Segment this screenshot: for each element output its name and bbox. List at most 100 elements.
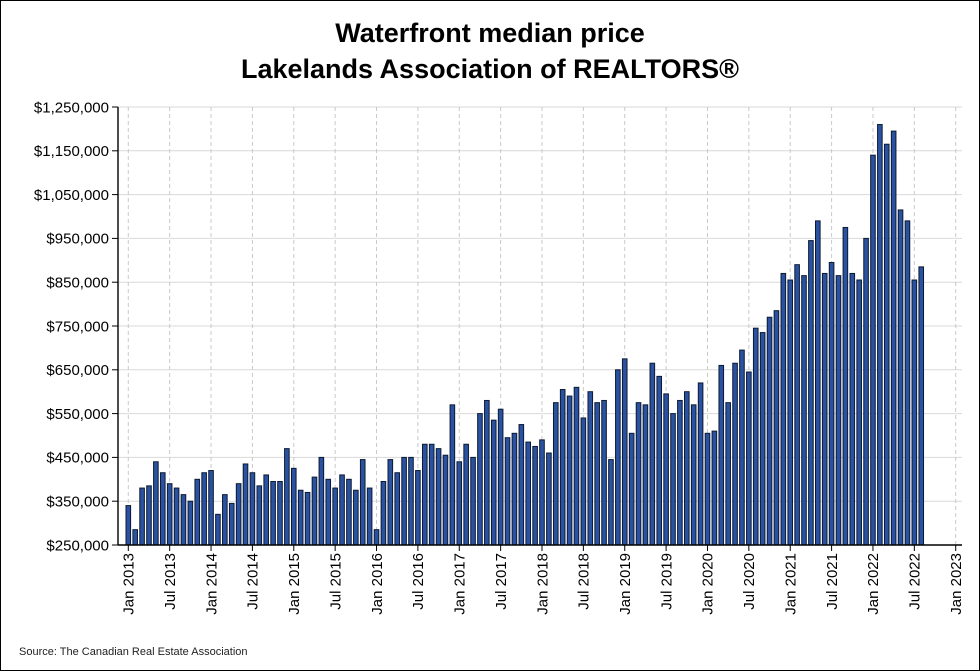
bar-Mar-2022 bbox=[883, 143, 890, 546]
bar-Feb-2020 bbox=[711, 430, 718, 546]
bar-Jun-2014 bbox=[242, 463, 249, 546]
bar-Jan-2015 bbox=[290, 467, 297, 546]
bar-Mar-2017 bbox=[470, 456, 476, 546]
bar-Nov-2019 bbox=[690, 404, 697, 546]
bar-Sep-2014 bbox=[263, 474, 269, 546]
bar-Apr-2019 bbox=[642, 404, 649, 546]
x-tick-label: Jul 2015 bbox=[327, 553, 344, 610]
x-tick-label: Jan 2013 bbox=[121, 553, 138, 615]
bar-Nov-2015 bbox=[359, 459, 366, 546]
bar-Oct-2018 bbox=[601, 399, 607, 546]
bar-Mar-2015 bbox=[304, 491, 311, 546]
bar-Mar-2013 bbox=[139, 487, 145, 546]
x-tick-label: Jan 2022 bbox=[865, 553, 882, 615]
y-tick-label: $1,150,000 bbox=[34, 143, 109, 160]
bar-Dec-2017 bbox=[532, 445, 538, 546]
bar-May-2017 bbox=[484, 399, 490, 546]
bar-Apr-2020 bbox=[725, 402, 731, 546]
bar-Mar-2019 bbox=[635, 402, 642, 546]
y-tick-label: $650,000 bbox=[46, 362, 109, 379]
bar-Dec-2020 bbox=[780, 272, 787, 546]
bar-May-2022 bbox=[897, 209, 904, 546]
bar-Jun-2013 bbox=[159, 472, 166, 546]
x-tick-label: Jul 2014 bbox=[245, 553, 262, 610]
y-tick-label: $250,000 bbox=[46, 537, 109, 554]
bar-Oct-2020 bbox=[766, 316, 773, 546]
x-tick-label: Jan 2021 bbox=[782, 553, 799, 615]
bar-Aug-2017 bbox=[504, 437, 511, 546]
bar-Mar-2014 bbox=[222, 494, 228, 546]
bar-May-2015 bbox=[318, 456, 325, 546]
bar-May-2021 bbox=[815, 220, 821, 546]
bar-Jun-2019 bbox=[656, 375, 663, 546]
x-tick-label: Jan 2017 bbox=[452, 553, 469, 615]
bar-Sep-2016 bbox=[428, 443, 435, 546]
bar-Feb-2017 bbox=[463, 443, 469, 546]
x-axis-ticks: Jan 2013 Jul 2013 Jan 2014 Jul 2014 Jan 2015… bbox=[121, 107, 965, 615]
bars bbox=[125, 124, 925, 546]
bar-Sep-2017 bbox=[511, 432, 518, 546]
bar-Dec-2014 bbox=[284, 448, 290, 546]
y-tick-label: $450,000 bbox=[46, 450, 109, 467]
x-tick-label: Jan 2020 bbox=[700, 553, 717, 615]
bar-Jun-2015 bbox=[325, 478, 332, 546]
bar-Aug-2013 bbox=[173, 487, 180, 546]
bar-Dec-2018 bbox=[615, 369, 621, 546]
bar-Aug-2019 bbox=[670, 413, 676, 546]
bar-Apr-2017 bbox=[477, 413, 483, 546]
bar-Jan-2017 bbox=[456, 461, 463, 546]
bar-Nov-2013 bbox=[194, 478, 201, 546]
chart-title: Waterfront median price Lakelands Associ… bbox=[1, 15, 979, 88]
bar-Dec-2021 bbox=[863, 237, 869, 546]
source-note: Source: The Canadian Real Estate Associa… bbox=[19, 646, 248, 658]
bar-Apr-2022 bbox=[890, 130, 897, 546]
bar-Mar-2021 bbox=[801, 275, 807, 546]
x-tick-label: Jul 2013 bbox=[162, 553, 179, 610]
bar-Nov-2014 bbox=[277, 480, 283, 546]
bar-Oct-2013 bbox=[187, 500, 194, 546]
bar-Mar-2020 bbox=[718, 364, 725, 546]
bar-Aug-2015 bbox=[339, 474, 345, 546]
bar-Jul-2021 bbox=[828, 261, 835, 546]
bar-Jan-2018 bbox=[539, 439, 545, 546]
bar-Jan-2016 bbox=[373, 529, 380, 546]
bar-Jul-2013 bbox=[166, 483, 173, 546]
x-tick-label: Jul 2021 bbox=[824, 553, 841, 610]
bar-Aug-2016 bbox=[421, 443, 428, 546]
x-tick-label: Jul 2019 bbox=[658, 553, 675, 610]
bar-Aug-2020 bbox=[752, 327, 759, 546]
bar-Feb-2014 bbox=[215, 513, 221, 546]
x-tick-label: Jul 2022 bbox=[907, 553, 924, 610]
bar-Feb-2018 bbox=[546, 452, 552, 546]
bar-Jul-2016 bbox=[415, 470, 421, 546]
y-tick-label: $350,000 bbox=[46, 493, 109, 510]
bar-May-2018 bbox=[566, 395, 573, 546]
bar-Dec-2013 bbox=[201, 472, 207, 546]
bar-Sep-2013 bbox=[180, 494, 187, 546]
bar-Nov-2017 bbox=[525, 441, 532, 546]
y-tick-label: $550,000 bbox=[46, 406, 109, 423]
horizontal-gridlines bbox=[118, 106, 962, 502]
bar-Jun-2021 bbox=[821, 272, 828, 546]
bar-Oct-2016 bbox=[435, 448, 442, 546]
y-tick-label: $950,000 bbox=[46, 231, 109, 248]
bar-Dec-2019 bbox=[697, 382, 704, 546]
bar-Feb-2016 bbox=[380, 480, 387, 546]
bar-Jan-2013 bbox=[125, 505, 132, 546]
bar-May-2013 bbox=[153, 461, 159, 546]
bar-Feb-2019 bbox=[628, 432, 635, 546]
bar-Apr-2016 bbox=[394, 472, 401, 546]
bar-May-2016 bbox=[401, 456, 407, 546]
bar-Jun-2020 bbox=[739, 349, 745, 546]
bar-Jan-2021 bbox=[787, 279, 794, 546]
bar-Jan-2019 bbox=[621, 358, 628, 546]
bar-May-2014 bbox=[235, 483, 242, 546]
bar-Aug-2014 bbox=[256, 485, 263, 546]
bar-Jun-2016 bbox=[408, 456, 414, 546]
bar-Jun-2018 bbox=[573, 386, 580, 546]
bar-Apr-2014 bbox=[228, 502, 235, 546]
y-tick-label: $1,250,000 bbox=[34, 99, 109, 116]
bar-Oct-2021 bbox=[849, 272, 856, 546]
